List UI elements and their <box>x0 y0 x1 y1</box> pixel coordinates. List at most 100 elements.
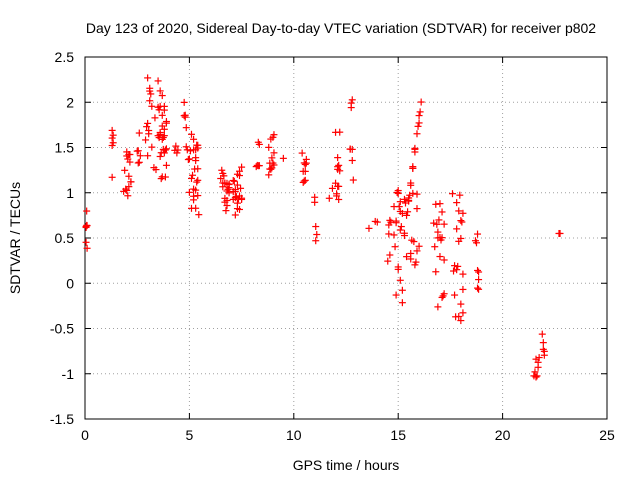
data-point <box>474 266 482 274</box>
data-point <box>144 74 152 82</box>
data-point <box>398 299 406 307</box>
data-point <box>218 166 226 174</box>
data-point <box>83 222 91 230</box>
data-point <box>268 154 276 162</box>
data-point <box>158 122 166 130</box>
data-point <box>532 373 540 381</box>
data-point <box>398 286 406 294</box>
data-point <box>325 194 333 202</box>
data-point <box>300 177 308 185</box>
data-point <box>348 145 356 153</box>
data-point <box>328 184 336 192</box>
data-point <box>407 249 415 257</box>
tick-marks <box>84 56 608 420</box>
data-point <box>438 208 446 216</box>
data-point <box>195 211 203 219</box>
data-point <box>413 205 421 213</box>
data-point <box>269 159 277 167</box>
data-point <box>156 87 164 95</box>
x-tick-label: 20 <box>495 427 511 443</box>
data-point <box>438 293 446 301</box>
data-point <box>152 166 160 174</box>
data-point <box>392 219 400 227</box>
data-point <box>400 232 408 240</box>
data-point <box>430 219 438 227</box>
x-tick-labels: 0 5 10 15 20 25 <box>81 427 615 443</box>
data-point <box>270 149 278 157</box>
data-point <box>403 253 411 261</box>
data-point <box>268 164 276 172</box>
data-point <box>335 195 343 203</box>
data-point <box>158 92 166 100</box>
data-point <box>413 190 421 198</box>
data-point <box>134 159 142 167</box>
data-point <box>233 205 241 213</box>
data-point <box>184 156 192 164</box>
data-point <box>183 146 191 154</box>
data-point <box>156 152 164 160</box>
y-tick-label: 1 <box>66 185 74 201</box>
data-point <box>109 139 117 147</box>
data-point <box>255 162 263 170</box>
data-point <box>145 130 153 138</box>
y-axis-title: SDTVAR / TECUs <box>7 182 23 294</box>
data-point <box>157 175 165 183</box>
data-point <box>457 217 465 225</box>
data-point <box>193 178 201 186</box>
chart-title: Day 123 of 2020, Sidereal Day-to-day VTE… <box>86 20 596 36</box>
data-point <box>162 118 170 126</box>
data-point <box>162 145 170 153</box>
data-point <box>391 243 399 251</box>
data-point <box>415 112 423 120</box>
data-point <box>400 195 408 203</box>
data-point <box>453 266 461 274</box>
data-point <box>385 230 393 238</box>
data-point <box>108 126 116 134</box>
data-point <box>135 129 143 137</box>
data-point <box>373 218 381 226</box>
data-point <box>384 257 392 265</box>
data-point <box>414 122 422 130</box>
x-tick-label: 10 <box>286 427 302 443</box>
data-point <box>148 143 156 151</box>
data-point <box>161 146 169 154</box>
data-point <box>453 199 461 207</box>
data-point <box>162 161 170 169</box>
data-point <box>83 244 91 252</box>
data-point <box>538 330 546 338</box>
data-point <box>301 176 309 184</box>
data-point <box>172 142 180 150</box>
data-point <box>458 218 466 226</box>
y-tick-labels: -1.5 -1 -0.5 0 0.5 1 1.5 2 2.5 <box>50 49 74 427</box>
data-point <box>180 98 188 106</box>
data-point <box>413 130 421 138</box>
data-point <box>533 372 541 380</box>
data-point <box>455 207 463 215</box>
data-point <box>416 108 424 116</box>
data-point <box>182 124 190 132</box>
data-point <box>123 186 131 194</box>
data-point <box>436 233 444 241</box>
data-point <box>409 189 417 197</box>
data-point <box>190 135 198 143</box>
data-point <box>194 192 202 200</box>
data-point <box>238 163 246 171</box>
grid <box>85 57 607 419</box>
data-point <box>236 167 244 175</box>
data-point <box>333 192 341 200</box>
data-point <box>236 192 244 200</box>
y-tick-label: 1.5 <box>55 140 75 156</box>
data-point <box>225 189 233 197</box>
data-point <box>332 128 340 136</box>
data-point <box>390 231 398 239</box>
data-point <box>456 191 464 199</box>
data-point <box>312 223 320 231</box>
data-point <box>434 228 442 236</box>
data-point <box>312 237 320 245</box>
data-point <box>455 312 463 320</box>
data-point <box>224 185 232 193</box>
data-point <box>347 99 355 107</box>
data-point <box>457 234 465 242</box>
data-point <box>410 238 418 246</box>
data-point <box>182 143 190 151</box>
